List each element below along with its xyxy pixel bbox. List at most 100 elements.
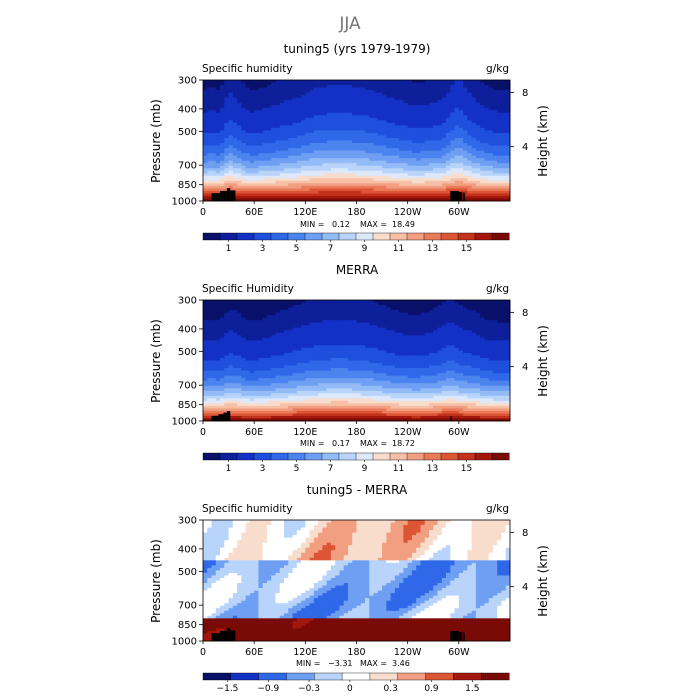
heatmap-cell (450, 112, 455, 116)
heatmap-cell (471, 132, 477, 136)
heatmap-cell (382, 173, 387, 177)
heatmap-cell (249, 85, 255, 88)
heatmap-cell (292, 342, 298, 346)
heatmap-cell (266, 312, 272, 316)
heatmap-cell (279, 315, 285, 319)
heatmap-cell (373, 180, 379, 184)
heatmap-cell (237, 388, 242, 392)
heatmap-cell (505, 158, 511, 162)
heatmap-cell (262, 112, 268, 116)
heatmap-cell (232, 370, 238, 374)
heatmap-cell (203, 132, 208, 136)
heatmap-cell (343, 180, 349, 184)
heatmap-cell (288, 80, 293, 83)
heatmap-cell (275, 345, 281, 349)
heatmap-cell (309, 400, 315, 404)
heatmap-cell (237, 127, 242, 131)
heatmap-cell (241, 368, 247, 371)
heatmap-cell (207, 357, 212, 361)
heatmap-cell (497, 92, 502, 96)
heatmap-cell (322, 170, 328, 174)
heatmap-cell (441, 188, 447, 192)
heatmap-cell (318, 373, 323, 377)
heatmap-cell (284, 82, 289, 86)
heatmap-cell (279, 188, 285, 192)
heatmap-cell (458, 178, 464, 182)
heatmap-cell (237, 305, 242, 308)
heatmap-cell (458, 87, 464, 91)
heatmap-cell (386, 150, 392, 154)
heatmap-cell (399, 143, 404, 146)
heatmap-cell (492, 170, 498, 174)
heatmap-cell (288, 375, 293, 379)
heatmap-cell (203, 375, 208, 379)
heatmap-cell (203, 385, 208, 389)
heatmap-cell (475, 178, 481, 182)
heatmap-cell (241, 130, 247, 134)
heatmap-cell (305, 165, 310, 169)
heatmap-cell (296, 340, 302, 344)
heatmap-cell (382, 153, 387, 157)
heatmap-cell (271, 350, 276, 354)
heatmap-cell (266, 385, 272, 389)
heatmap-cell (347, 120, 353, 124)
heatmap-cell (454, 95, 460, 99)
heatmap-cell (424, 122, 430, 126)
heatmap-cell (471, 183, 477, 187)
heatmap-cell (301, 190, 306, 194)
heatmap-cell (266, 355, 272, 359)
heatmap-cell (220, 117, 225, 121)
heatmap-cell (347, 127, 353, 131)
heatmap-cell (284, 125, 289, 129)
heatmap-cell (428, 112, 434, 116)
heatmap-cell (318, 347, 323, 351)
heatmap-cell (275, 357, 281, 361)
heatmap-cell (237, 168, 242, 172)
heatmap-cell (207, 193, 212, 197)
heatmap-cell (203, 195, 208, 199)
heatmap-cell (245, 97, 251, 101)
heatmap-cell (369, 105, 374, 109)
heatmap-cell (433, 92, 438, 96)
heatmap-cell (454, 85, 460, 88)
heatmap-cell (266, 340, 272, 344)
heatmap-cell (224, 92, 229, 96)
heatmap-cell (326, 380, 332, 384)
heatmap-cell (275, 325, 281, 329)
heatmap-cell (407, 87, 413, 91)
heatmap-cell (497, 198, 502, 202)
heatmap-cell (463, 90, 468, 93)
heatmap-cell (258, 368, 264, 371)
heatmap-cell (249, 145, 255, 149)
heatmap-cell (463, 127, 468, 131)
heatmap-cell (215, 378, 221, 382)
heatmap-cell (284, 340, 289, 344)
heatmap-cell (373, 195, 379, 199)
heatmap-cell (369, 95, 374, 99)
heatmap-cell (463, 85, 468, 88)
heatmap-cell (420, 155, 426, 159)
heatmap-cell (352, 130, 357, 134)
heatmap-cell (424, 135, 430, 139)
heatmap-cell (369, 117, 374, 121)
heatmap-cell (407, 135, 413, 139)
heatmap-cell (403, 85, 409, 88)
heatmap-cell (211, 140, 217, 144)
heatmap-cell (228, 375, 234, 379)
heatmap-cell (301, 375, 306, 379)
heatmap-cell (228, 117, 234, 121)
heatmap-cell (279, 120, 285, 124)
heatmap-cell (279, 317, 285, 321)
heatmap-cell (232, 317, 238, 321)
heatmap-cell (296, 345, 302, 349)
heatmap-cell (390, 190, 396, 194)
heatmap-cell (266, 105, 272, 109)
heatmap-cell (492, 122, 498, 126)
heatmap-cell (382, 127, 387, 131)
heatmap-cell (232, 383, 238, 387)
heatmap-cell (262, 125, 268, 129)
heatmap-cell (501, 143, 507, 146)
heatmap-cell (249, 183, 255, 187)
heatmap-cell (484, 150, 490, 154)
heatmap-cell (241, 198, 247, 202)
